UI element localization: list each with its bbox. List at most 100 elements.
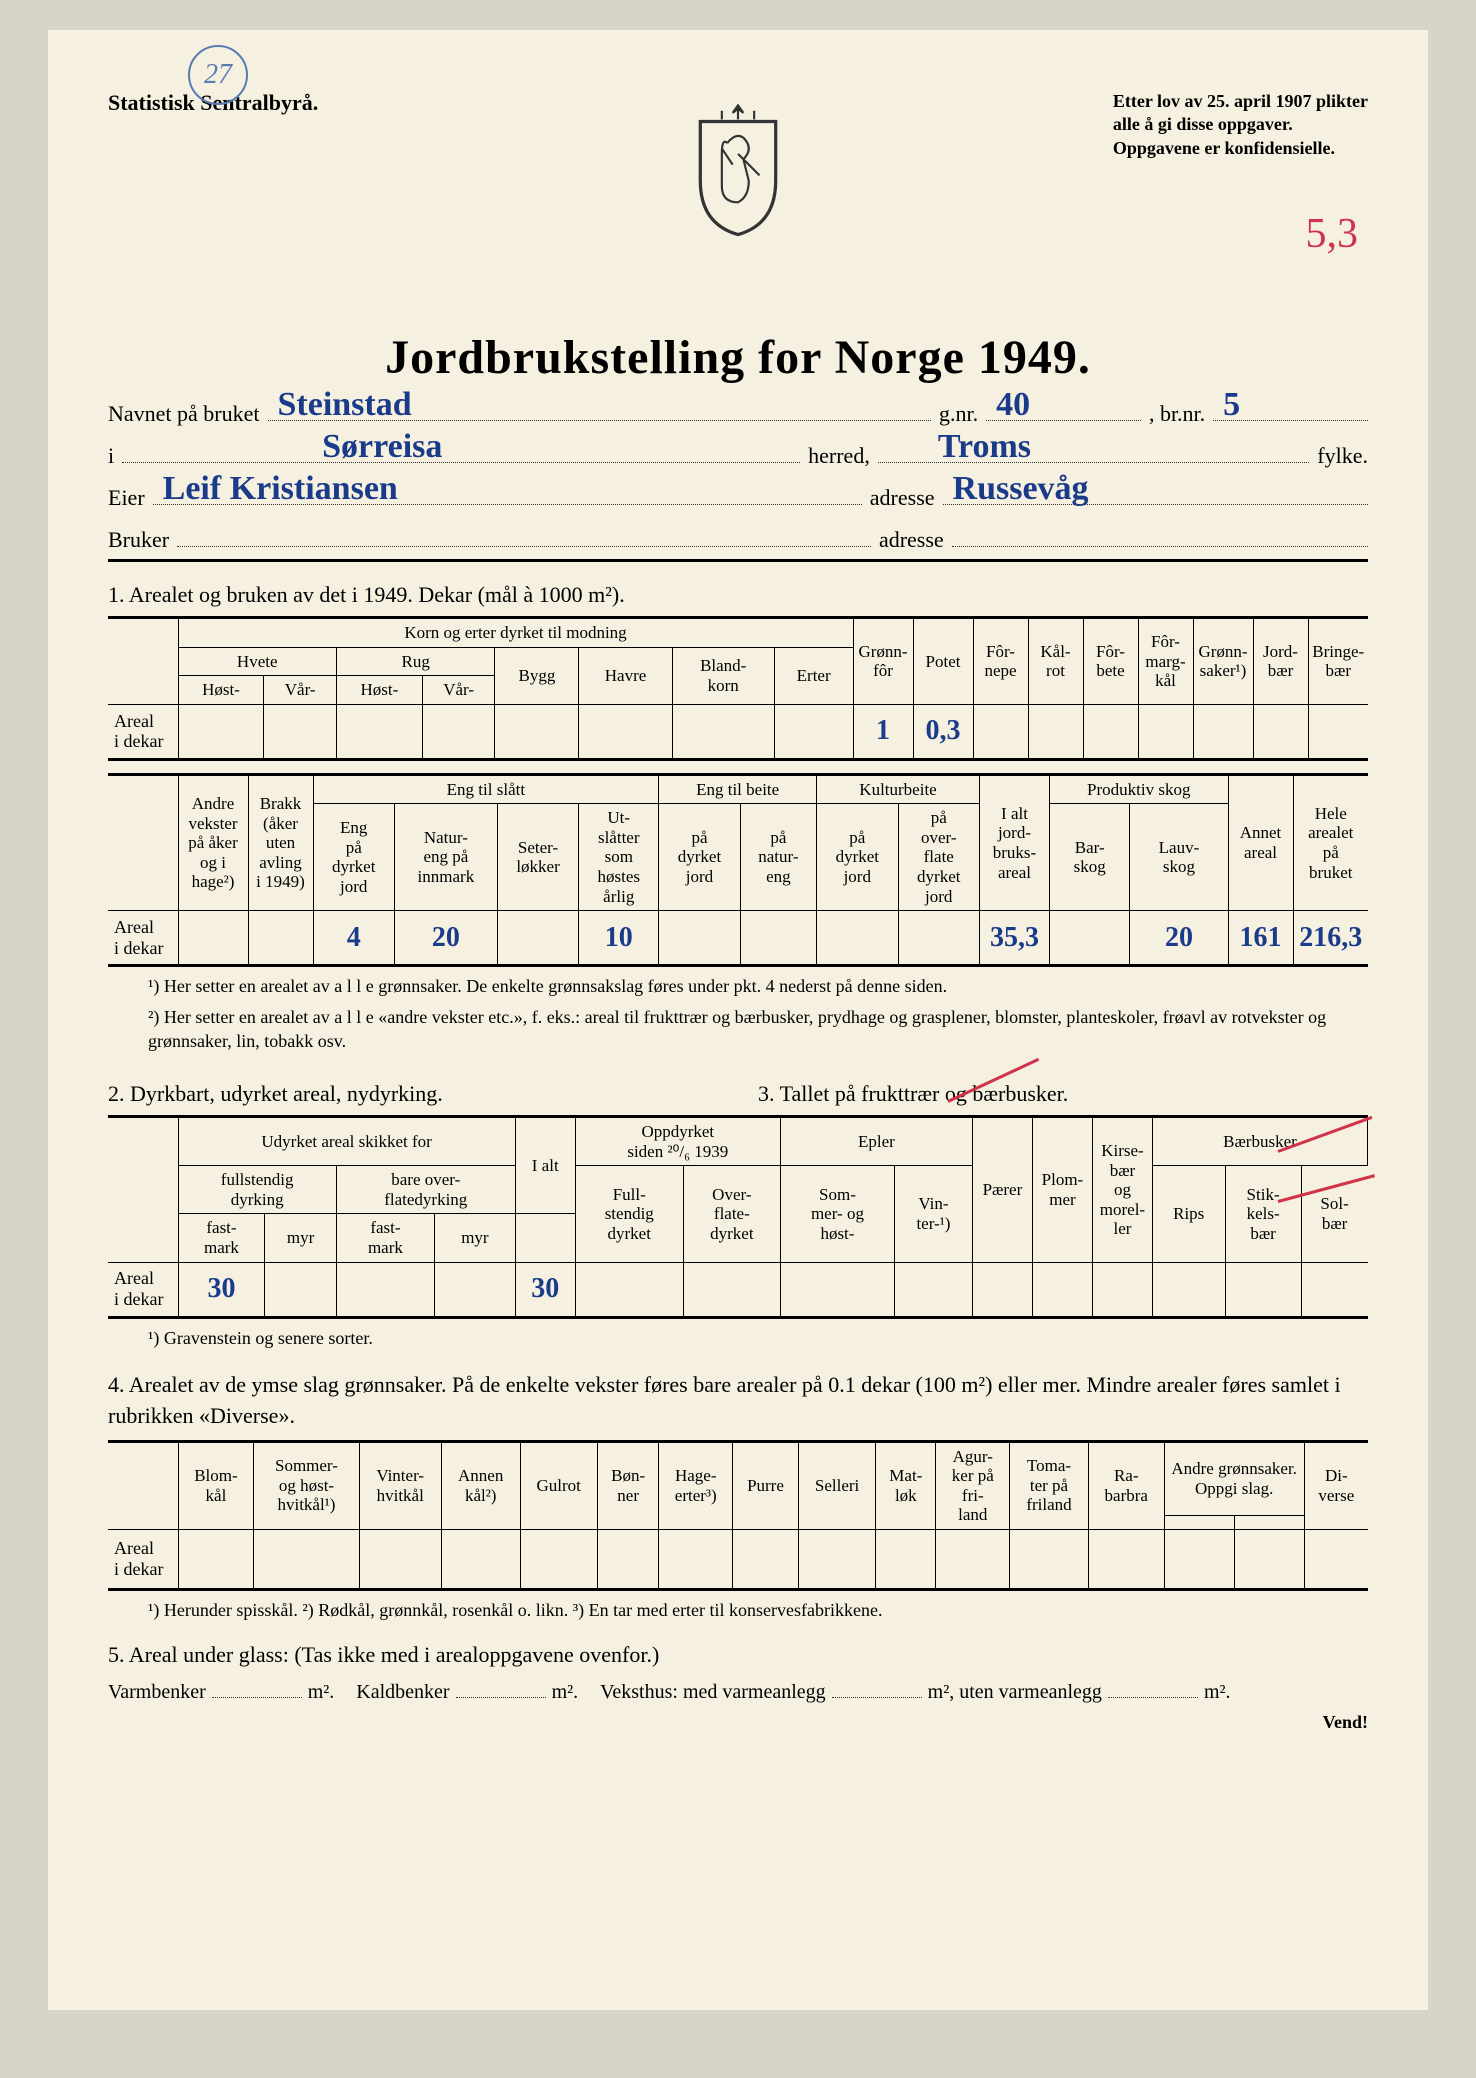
form-line-2: i Sørreisa herred, Troms fylke. bbox=[108, 439, 1368, 469]
col-header: Høst- bbox=[336, 676, 422, 705]
col-header: Bøn-ner bbox=[597, 1441, 659, 1529]
cell-value: 4 bbox=[313, 911, 394, 966]
cell-value: 30 bbox=[178, 1262, 265, 1317]
col-header: Gulrot bbox=[520, 1441, 597, 1529]
col-header: Korn og erter dyrket til modning bbox=[178, 618, 853, 648]
label: m². bbox=[308, 1681, 335, 1704]
col-header: Sommer-og høst-hvitkål¹) bbox=[254, 1441, 359, 1529]
label: m². bbox=[1204, 1681, 1231, 1704]
table-1b: Andreveksterpå åkerog ihage²) Brakk(åker… bbox=[108, 773, 1368, 967]
bottom-line: Varmbenker m². Kaldbenker m². Veksthus: … bbox=[108, 1680, 1368, 1704]
footnote-3: ¹) Gravenstein og senere sorter. bbox=[148, 1327, 1368, 1350]
col-header: Bar-skog bbox=[1049, 804, 1129, 911]
col-header: Vår- bbox=[422, 676, 495, 705]
col-header: Som-mer- oghøst- bbox=[780, 1166, 894, 1262]
cell-value: 161 bbox=[1228, 911, 1293, 966]
col-header: Di-verse bbox=[1304, 1441, 1368, 1529]
col-header: Produktiv skog bbox=[1049, 774, 1228, 804]
cell-value: 216,3 bbox=[1293, 911, 1368, 966]
handwritten: 5 bbox=[1223, 386, 1240, 424]
col-header: Fôr-bete bbox=[1083, 618, 1138, 705]
label: Bruker bbox=[108, 527, 169, 553]
label: adresse bbox=[870, 485, 935, 511]
label: , br.nr. bbox=[1149, 401, 1205, 427]
col-header: I altjord-bruks-areal bbox=[979, 774, 1049, 910]
footnote-1: ¹) Her setter en arealet av a l l e grøn… bbox=[148, 975, 1368, 998]
row-label: Areali dekar bbox=[108, 704, 178, 759]
col-header: Mat-løk bbox=[876, 1441, 936, 1529]
col-header: Pærer bbox=[972, 1117, 1032, 1262]
col-header: påover-flatedyrketjord bbox=[898, 804, 979, 911]
section-4-title: 4. Arealet av de ymse slag grønnsaker. P… bbox=[108, 1370, 1368, 1432]
col-header: Vår- bbox=[264, 676, 337, 705]
col-header: Agur-ker påfri-land bbox=[936, 1441, 1010, 1529]
cell-value: 0,3 bbox=[913, 704, 973, 759]
col-header: Bygg bbox=[495, 647, 579, 704]
row-label: Areali dekar bbox=[108, 1262, 178, 1317]
handwritten: 40 bbox=[996, 386, 1030, 424]
col-header: Toma-ter påfriland bbox=[1010, 1441, 1089, 1529]
section-2-title: 2. Dyrkbart, udyrket areal, nydyrking. bbox=[108, 1081, 718, 1107]
col-header: Erter bbox=[774, 647, 853, 704]
handwritten: Sørreisa bbox=[322, 428, 442, 466]
col-header: Natur-eng påinnmark bbox=[394, 804, 497, 911]
col-header: pånatur-eng bbox=[740, 804, 816, 911]
col-header: Bringe-bær bbox=[1308, 618, 1368, 705]
col-header: bare over-flatedyrking bbox=[336, 1166, 515, 1214]
label: m². bbox=[552, 1681, 579, 1704]
col-header: Selleri bbox=[798, 1441, 875, 1529]
col-header: Engpådyrketjord bbox=[313, 804, 394, 911]
col-header: Seter-løkker bbox=[497, 804, 578, 911]
col-header: Rips bbox=[1152, 1166, 1225, 1262]
col-header: myr bbox=[435, 1214, 516, 1262]
form-line-4: Bruker adresse bbox=[108, 523, 1368, 562]
col-header: Annenkål²) bbox=[441, 1441, 520, 1529]
col-header: Hvete bbox=[178, 647, 336, 676]
col-header: Fôr-nepe bbox=[973, 618, 1028, 705]
col-header: Stik-kels-bær bbox=[1225, 1166, 1301, 1262]
document-page: 27 Statistisk Sentralbyrå. Etter lov av … bbox=[48, 30, 1428, 2010]
legal-line: alle å gi disse oppgaver. bbox=[1113, 113, 1368, 136]
col-header: Oppdyrketsiden ²⁰/₆ 1939 bbox=[575, 1117, 780, 1166]
col-header: Annetareal bbox=[1228, 774, 1293, 910]
col-header: pådyrketjord bbox=[817, 804, 898, 911]
cell-value: 10 bbox=[579, 911, 659, 966]
cell-value: 30 bbox=[515, 1262, 575, 1317]
label: fylke. bbox=[1317, 443, 1368, 469]
section-3-title: 3. Tallet på frukttrær og bærbusker. bbox=[758, 1081, 1368, 1107]
handwritten: Leif Kristiansen bbox=[163, 470, 398, 508]
col-header: Andreveksterpå åkerog ihage²) bbox=[178, 774, 248, 910]
col-header: Grønn-saker¹) bbox=[1193, 618, 1253, 705]
col-header: Vinter-hvitkål bbox=[359, 1441, 441, 1529]
legal-line: Oppgavene er konfidensielle. bbox=[1113, 137, 1368, 160]
legal-note: Etter lov av 25. april 1907 plikter alle… bbox=[1113, 90, 1368, 160]
col-header: Andre grønnsaker.Oppgi slag. bbox=[1164, 1441, 1304, 1516]
col-header: Havre bbox=[579, 647, 672, 704]
row-label: Areali dekar bbox=[108, 911, 178, 966]
label: herred, bbox=[808, 443, 870, 469]
label: Varmbenker bbox=[108, 1681, 206, 1704]
col-header: Vin-ter-¹) bbox=[894, 1166, 972, 1262]
col-header: fast-mark bbox=[178, 1214, 265, 1262]
col-header: Ut-slåttersomhøstesårlig bbox=[579, 804, 659, 911]
col-header: fullstendigdyrking bbox=[178, 1166, 336, 1214]
col-header: Eng til slått bbox=[313, 774, 659, 804]
label: i bbox=[108, 443, 114, 469]
col-header: Purre bbox=[733, 1441, 799, 1529]
col-header: Kirse-bærogmorel-ler bbox=[1092, 1117, 1152, 1262]
col-header: Fôr-marg-kål bbox=[1138, 618, 1193, 705]
col-header: Epler bbox=[780, 1117, 972, 1166]
label: Kaldbenker bbox=[356, 1681, 449, 1704]
table-2-3: Udyrket areal skikket for I alt Oppdyrke… bbox=[108, 1115, 1368, 1318]
handwritten: Troms bbox=[938, 428, 1031, 466]
coat-of-arms bbox=[683, 100, 793, 240]
col-header: Jord-bær bbox=[1253, 618, 1308, 705]
col-header: Kulturbeite bbox=[817, 774, 980, 804]
col-header: myr bbox=[265, 1214, 336, 1262]
cell-value: 35,3 bbox=[979, 911, 1049, 966]
col-header: Lauv-skog bbox=[1130, 804, 1228, 911]
form-line-3: Eier Leif Kristiansen adresse Russevåg bbox=[108, 481, 1368, 511]
col-header: Potet bbox=[913, 618, 973, 705]
col-header: Udyrket areal skikket for bbox=[178, 1117, 515, 1166]
label: Veksthus: med varmeanlegg bbox=[600, 1681, 826, 1704]
